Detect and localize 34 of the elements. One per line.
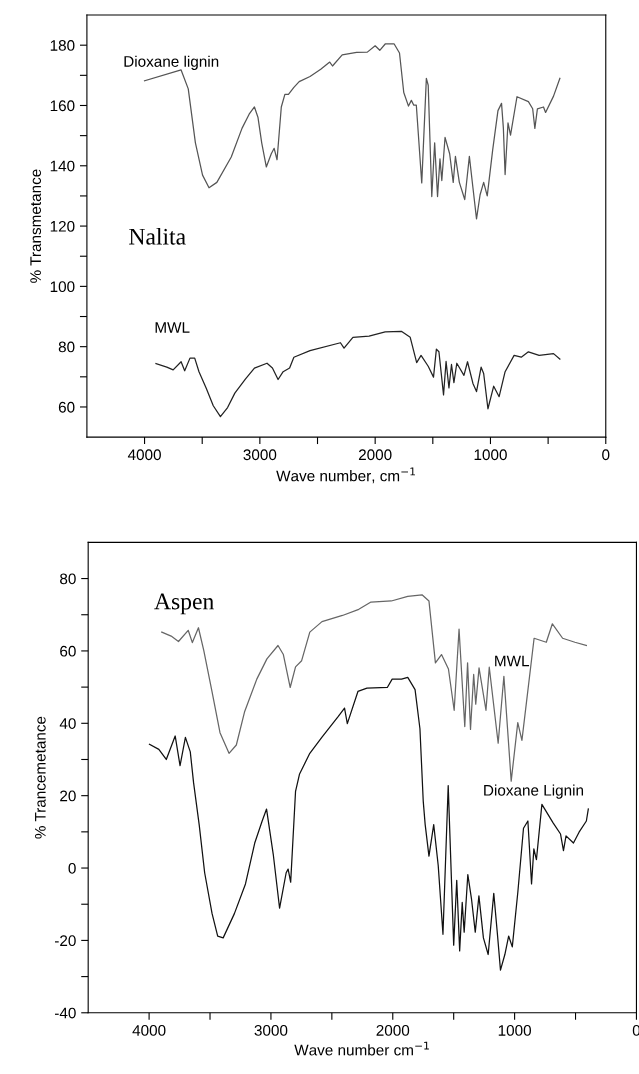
y-tick-label: 40 xyxy=(59,718,76,729)
y-axis-title: % Trancemetance xyxy=(34,716,46,839)
x-tick-label: 3000 xyxy=(243,449,277,461)
x-axis-title: Wave number cm$^{−1}$ xyxy=(294,1041,429,1056)
y-tick-label: 20 xyxy=(60,790,76,802)
y-tick-label: 60 xyxy=(60,645,76,657)
x-tick-label: 0 xyxy=(602,449,610,461)
y-tick-label: 0 xyxy=(68,862,76,874)
x-tick-label: 3000 xyxy=(254,1024,288,1036)
y-tick-label: 140 xyxy=(50,160,75,172)
annotation: Nalita xyxy=(129,228,186,245)
y-axis-title: % Transmetance xyxy=(30,169,42,283)
y-tick-label: -20 xyxy=(54,935,76,947)
y-tick-label: 160 xyxy=(50,100,75,112)
y-tick-label: 80 xyxy=(58,341,75,353)
annotation: Aspen xyxy=(154,593,214,615)
x-axis-title: Wave number, cm$^{−1}$ xyxy=(276,467,416,484)
y-tick-label: 60 xyxy=(58,401,75,413)
series-label: MWL xyxy=(495,655,530,667)
series-label: MWL xyxy=(155,322,190,333)
x-tick-label: 2000 xyxy=(358,449,392,461)
x-tick-label: 2000 xyxy=(376,1024,410,1036)
x-tick-label: 1000 xyxy=(498,1024,532,1036)
y-tick-label: 80 xyxy=(60,573,76,585)
x-tick-label: 4000 xyxy=(127,449,161,461)
series-label: Dioxane lignin xyxy=(124,55,219,70)
x-tick-label: 1000 xyxy=(474,449,507,461)
y-tick-label: -40 xyxy=(54,1007,76,1019)
y-tick-label: 120 xyxy=(50,220,75,232)
y-tick-label: 180 xyxy=(50,40,75,51)
x-tick-label: 4000 xyxy=(132,1024,166,1036)
y-tick-label: 100 xyxy=(50,281,75,293)
series-label: Dioxane Lignin xyxy=(484,784,584,799)
line-series xyxy=(148,676,589,971)
